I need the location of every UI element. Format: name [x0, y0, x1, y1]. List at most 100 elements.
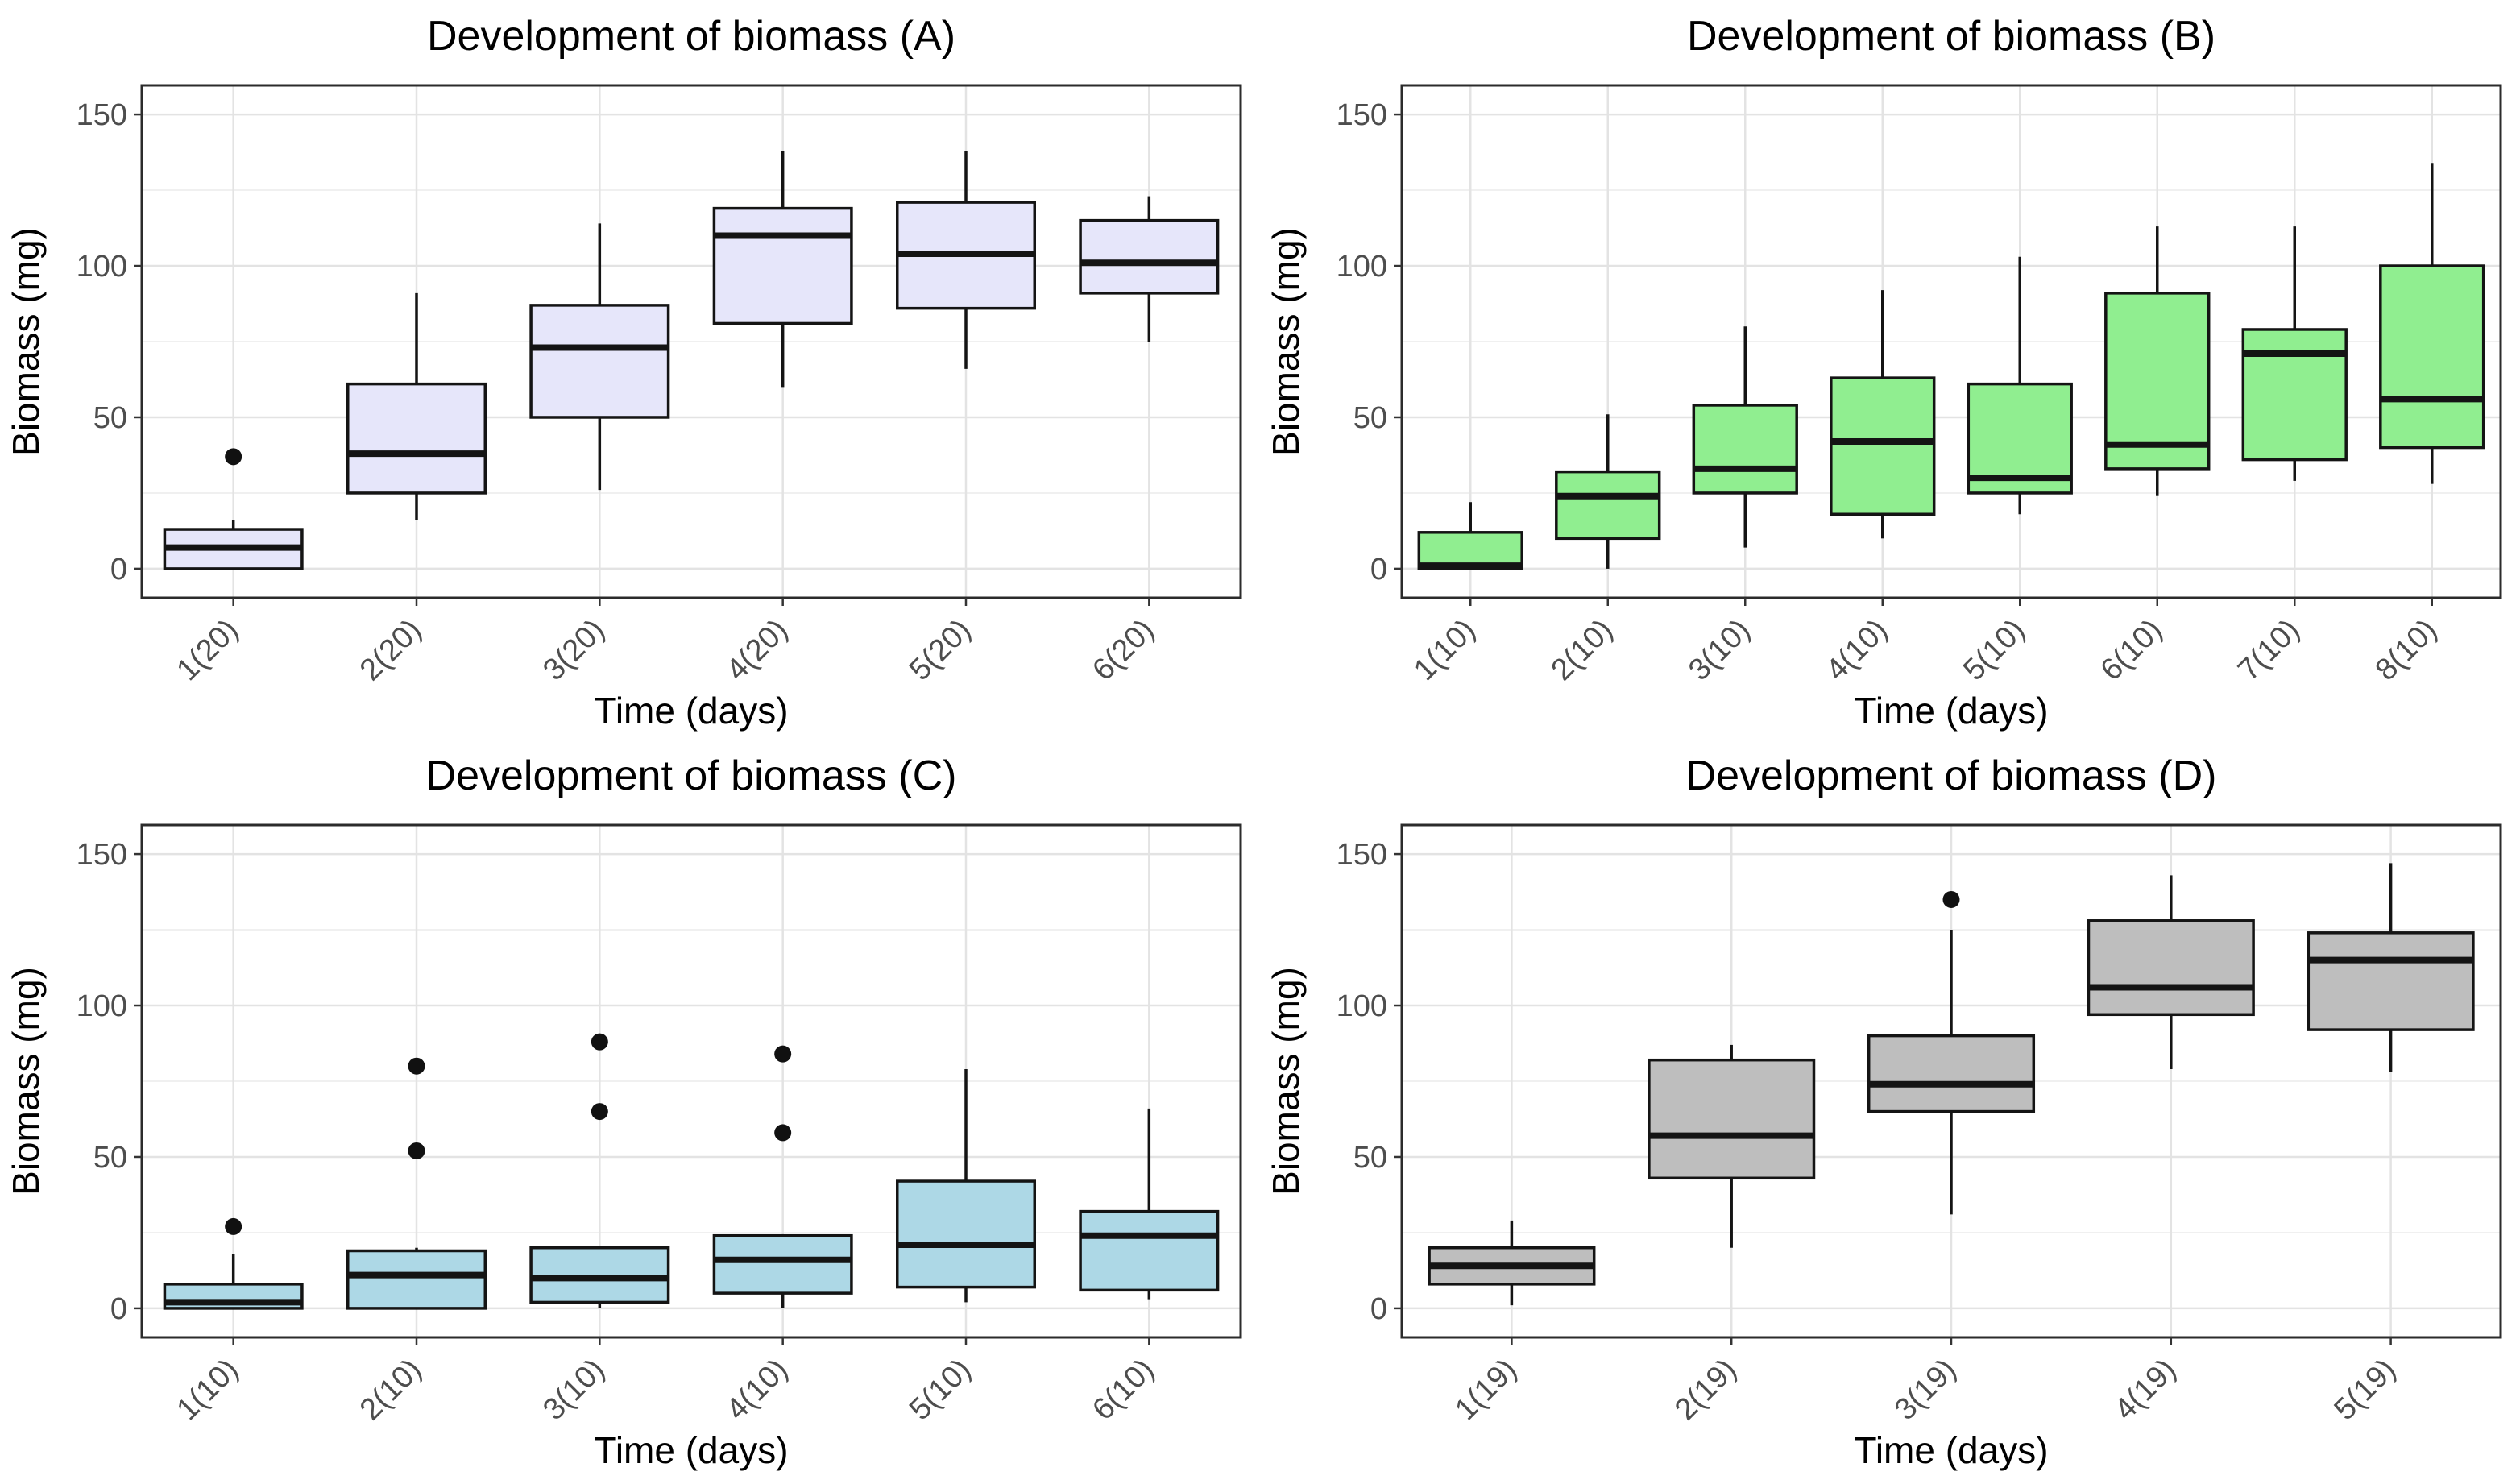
iqr-box	[1555, 470, 1661, 541]
x-axis-title: Time (days)	[594, 1429, 788, 1471]
iqr-box	[1830, 376, 1936, 516]
box-group	[1967, 256, 2073, 515]
y-tick-label: 150	[1337, 838, 1387, 872]
x-tick-label: 5(10)	[903, 1353, 977, 1427]
x-tick-label: 2(19)	[1668, 1353, 1743, 1427]
x-tick-label: 3(10)	[1682, 613, 1756, 687]
x-tick-label: 3(10)	[537, 1353, 611, 1427]
outlier-dot	[591, 1103, 608, 1121]
iqr-box	[1648, 1058, 1816, 1180]
box-group	[1648, 1044, 1816, 1248]
panel-title: Development of biomass (C)	[426, 752, 957, 799]
x-tick-label: 5(20)	[903, 613, 977, 687]
x-tick-label: 1(20)	[171, 613, 245, 687]
panel-c: 0 50 100 150 1(10) 2(10) 3(10) 4(10) 5(10) 6(10) …	[0, 740, 1260, 1480]
y-axis-title: Biomass (mg)	[1265, 967, 1307, 1196]
panel-b: 0 50 100 150 1(10) 2(10) 3(10) 4(10) 5(10) 6(10) 7…	[1260, 0, 2520, 740]
panel-title: Development of biomass (A)	[427, 13, 955, 60]
boxplot-panel-d: 0 50 100 150 1(19) 2(19) 3(19) 4(19) 5(19) Devel…	[1265, 752, 2502, 1471]
iqr-box	[2104, 292, 2211, 471]
x-tick-label: 2(10)	[354, 1353, 428, 1427]
box-group	[1428, 1220, 1596, 1306]
y-tick-label: 150	[77, 838, 127, 872]
outlier-dot	[225, 1217, 242, 1235]
outlier-dot	[774, 1045, 792, 1063]
box-group	[1555, 414, 1661, 569]
y-tick-label: 150	[1337, 98, 1387, 132]
y-axis-title: Biomass (mg)	[5, 227, 47, 456]
x-axis-title: Time (days)	[1854, 1429, 2048, 1471]
x-tick-label: 1(10)	[171, 1353, 245, 1427]
panel-title: Development of biomass (D)	[1686, 752, 2217, 799]
y-tick-label: 0	[110, 553, 127, 587]
y-tick-label: 50	[93, 401, 127, 435]
panel-a: 0 50 100 150 1(20) 2(20) 3(20) 4(20) 5(20) 6(20) …	[0, 0, 1260, 740]
outlier-dot	[1942, 890, 1960, 908]
iqr-box	[896, 1179, 1036, 1289]
x-axis-title: Time (days)	[594, 690, 788, 732]
outlier-dot	[774, 1124, 792, 1142]
y-tick-label: 0	[1370, 1292, 1387, 1326]
box-group	[1417, 502, 1523, 570]
iqr-box	[712, 1233, 853, 1295]
box-group	[1867, 890, 2036, 1215]
y-tick-label: 100	[1337, 250, 1387, 284]
x-tick-label: 2(10)	[1545, 613, 1619, 687]
x-tick-label: 1(19)	[1449, 1353, 1523, 1427]
panel-title: Development of biomass (B)	[1687, 13, 2215, 60]
iqr-box	[2087, 919, 2255, 1017]
y-tick-label: 100	[77, 989, 127, 1023]
outlier-dot	[591, 1033, 608, 1051]
x-tick-label: 4(10)	[720, 1353, 794, 1427]
iqr-box	[2379, 264, 2485, 450]
x-tick-label: 5(10)	[1957, 613, 2031, 687]
y-tick-label: 150	[77, 98, 127, 132]
x-tick-label: 6(10)	[2095, 613, 2169, 687]
box-group	[896, 151, 1036, 369]
box-group	[2307, 863, 2475, 1072]
x-tick-label: 6(10)	[1086, 1353, 1160, 1427]
y-tick-label: 100	[1337, 989, 1387, 1023]
boxplot-panel-b: 0 50 100 150 1(10) 2(10) 3(10) 4(10) 5(10) 6(10) 7…	[1265, 13, 2502, 732]
box-group	[1079, 196, 1220, 342]
box-group	[346, 1057, 487, 1310]
x-tick-label: 3(19)	[1888, 1353, 1963, 1427]
box-group	[529, 1033, 670, 1308]
iqr-box	[2241, 328, 2348, 462]
plot-area: 0 50 100 150 1(10) 2(10) 3(10) 4(10) 5(10) 6(10) 7…	[1337, 84, 2502, 687]
x-tick-label: 3(20)	[537, 613, 611, 687]
panel-border	[140, 823, 1242, 1339]
y-axis-title: Biomass (mg)	[5, 967, 47, 1196]
outlier-dot	[408, 1057, 425, 1075]
y-tick-label: 50	[93, 1141, 127, 1175]
plot-area: 0 50 100 150 1(10) 2(10) 3(10) 4(10) 5(10) 6(10)	[77, 823, 1242, 1427]
iqr-box	[712, 206, 853, 325]
box-group	[529, 223, 670, 491]
box-group	[1692, 326, 1798, 548]
panel-d: 0 50 100 150 1(19) 2(19) 3(19) 4(19) 5(19) Devel…	[1260, 740, 2520, 1480]
box-group	[2104, 226, 2211, 496]
box-group	[163, 448, 304, 570]
panel-border	[140, 84, 1242, 599]
box-group	[2087, 875, 2255, 1069]
box-group	[2379, 163, 2485, 484]
x-tick-label: 5(19)	[2328, 1353, 2402, 1427]
outlier-dot	[408, 1142, 425, 1159]
y-tick-label: 0	[110, 1292, 127, 1326]
y-tick-label: 50	[1353, 401, 1387, 435]
box-group	[1830, 290, 1936, 539]
iqr-box	[2307, 931, 2475, 1031]
x-tick-label: 4(20)	[720, 613, 794, 687]
box-group	[346, 292, 487, 520]
y-tick-label: 50	[1353, 1141, 1387, 1175]
x-tick-label: 4(10)	[1820, 613, 1894, 687]
iqr-box	[346, 382, 487, 495]
box-group	[2241, 226, 2348, 481]
box-group	[712, 1045, 853, 1308]
iqr-box	[529, 304, 670, 419]
plot-area: 0 50 100 150 1(19) 2(19) 3(19) 4(19) 5(19)	[1337, 823, 2502, 1427]
x-tick-label: 7(10)	[2232, 613, 2306, 687]
